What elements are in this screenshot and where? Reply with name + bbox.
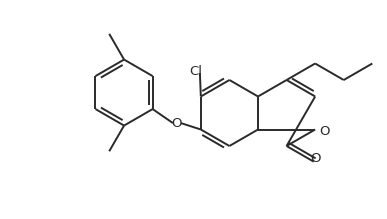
Text: O: O [319,125,330,138]
Text: O: O [172,117,182,130]
Text: Cl: Cl [189,65,202,78]
Text: O: O [310,152,321,165]
